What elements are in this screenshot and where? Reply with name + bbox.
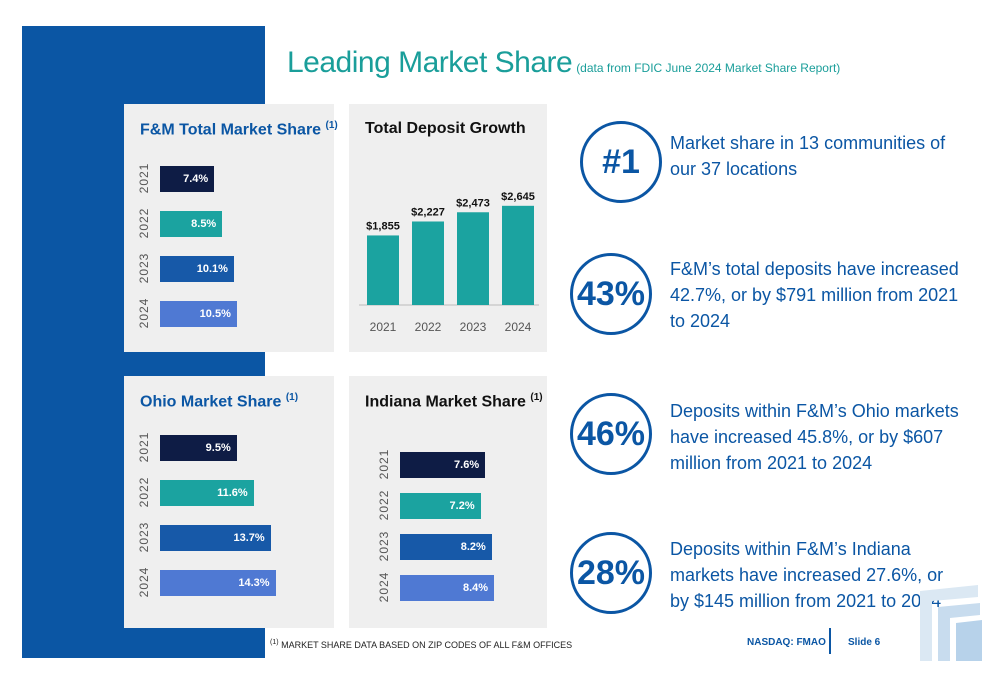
data-label: 8.4% (463, 582, 489, 594)
bar-2023: 8.2% (400, 534, 492, 560)
bar-2022: 7.2% (400, 493, 481, 519)
bar-2023: 13.7% (160, 525, 271, 551)
bar-2023 (457, 212, 489, 305)
year-axis-label: 2021 (137, 162, 151, 194)
indiana-market-share-chart: 2021 7.6% 2022 7.2% 2023 8.2% 2024 8.4% (349, 376, 547, 628)
bar-2021: 7.4% (160, 166, 215, 192)
stat-text-rank: Market share in 13 communities of our 37… (670, 133, 946, 179)
chart-title: F&M Total Market Share (1) (140, 120, 338, 139)
stat-circle-indiana: 28% (570, 532, 652, 614)
year-axis-label: 2022 (137, 207, 151, 239)
stat-text-indiana: Deposits within F&M’s Indiana markets ha… (670, 539, 944, 611)
bar-2024: 10.5% (160, 301, 237, 327)
data-label: 9.5% (205, 442, 231, 454)
x-axis-label: 2024 (505, 320, 532, 334)
data-label: 8.5% (191, 218, 217, 230)
bar-2022 (412, 221, 444, 305)
x-axis-label: 2021 (370, 320, 397, 334)
chart-title: Ohio Market Share (1) (140, 392, 299, 411)
bar-2024: 14.3% (160, 570, 276, 596)
page-subtitle: (data from FDIC June 2024 Market Share R… (576, 61, 841, 75)
data-label: $1,855 (366, 220, 400, 232)
chart-title: Total Deposit Growth (365, 120, 526, 137)
bar-2024: 8.4% (400, 575, 495, 601)
year-axis-label: 2022 (137, 476, 151, 508)
slide-number: Slide 6 (848, 637, 881, 648)
x-axis-label: 2023 (460, 320, 487, 334)
data-label: 10.1% (196, 263, 228, 275)
ohio-market-share-chart: 2021 9.5% 2022 11.6% 2023 13.7% 2024 14.3% (124, 376, 334, 628)
bar-2021: 9.5% (160, 435, 237, 461)
chart-title: Indiana Market Share (1) (365, 392, 543, 411)
bar-2024 (502, 205, 534, 305)
data-label: $2,227 (411, 206, 445, 218)
data-label: 7.2% (449, 500, 475, 512)
stat-circle-total: 43% (570, 253, 652, 335)
year-axis-label: 2024 (377, 571, 391, 603)
ohio-market-share-card: Ohio Market Share (1) 2021 9.5% 2022 11.6% 2… (124, 376, 334, 628)
data-label: 7.6% (454, 459, 480, 471)
year-axis-label: 2022 (377, 489, 391, 521)
ticker: NASDAQ: FMAO (747, 637, 826, 648)
stat-text-ohio: Deposits within F&M’s Ohio markets have … (670, 401, 959, 473)
total-market-share-card: F&M Total Market Share (1) 2021 7.4% 2022 8… (124, 104, 338, 352)
footer-divider (829, 628, 831, 654)
year-axis-label: 2023 (377, 530, 391, 562)
data-label: 11.6% (217, 487, 248, 499)
deposit-growth-card: Total Deposit Growth $1,855 2021 $2,227 202… (349, 104, 547, 352)
total-market-share-chart: 2021 7.4% 2022 8.5% 2023 10.1% 2024 10.5% (124, 104, 334, 352)
year-axis-label: 2021 (137, 431, 151, 463)
data-label: $2,645 (501, 191, 535, 203)
year-axis-label: 2024 (137, 297, 151, 329)
bar-2021: 7.6% (400, 452, 486, 478)
stat-circle-ohio: 46% (570, 393, 652, 475)
data-label: 14.3% (238, 577, 270, 589)
page-title: Leading Market Share (data from FDIC June… (287, 46, 841, 79)
stat-circle-rank: #1 (580, 121, 662, 203)
indiana-market-share-card: Indiana Market Share (1) 2021 7.6% 2022 7.2… (349, 376, 547, 628)
bar-2023: 10.1% (160, 256, 234, 282)
data-label: $2,473 (456, 197, 490, 209)
company-logo (920, 585, 982, 661)
data-label: 8.2% (460, 541, 486, 553)
x-axis-label: 2022 (415, 320, 442, 334)
year-axis-label: 2021 (377, 448, 391, 480)
stat-text-total: F&M’s total deposits have increased 42.7… (670, 259, 959, 331)
bar-2022: 11.6% (160, 480, 254, 506)
year-axis-label: 2024 (137, 566, 151, 598)
year-axis-label: 2023 (137, 521, 151, 553)
data-label: 10.5% (199, 308, 231, 320)
data-label: 7.4% (183, 173, 209, 185)
year-axis-label: 2023 (137, 252, 151, 284)
footnote: (1) MARKET SHARE DATA BASED ON ZIP CODES… (270, 639, 573, 650)
bar-2021 (367, 235, 399, 305)
bar-2022: 8.5% (160, 211, 223, 237)
deposit-growth-chart: $1,855 2021 $2,227 2022 $2,473 2023 $2,645 2024 (359, 191, 539, 334)
data-label: 13.7% (233, 532, 265, 544)
